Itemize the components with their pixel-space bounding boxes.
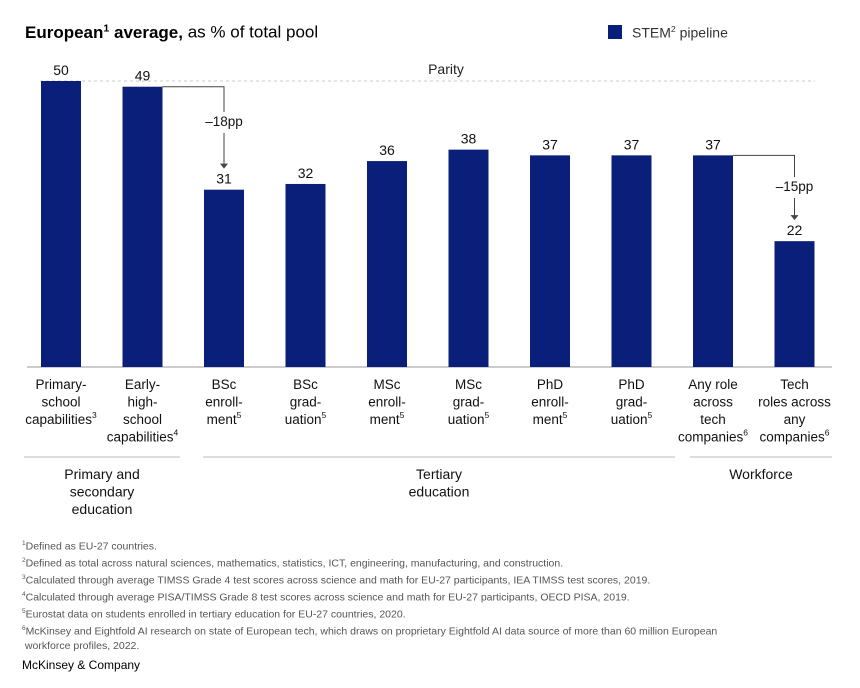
category-label-2: BSc enroll-ment5 <box>205 377 243 427</box>
bar-value-3: 32 <box>298 165 314 181</box>
bar-4 <box>367 161 407 367</box>
bar-chart: Parity 50 49 31 32 36 38 37 37 37 22 Primary-school… <box>24 61 832 517</box>
legend-label: STEM2 pipeline <box>632 24 728 41</box>
footnote-6: 6McKinsey and Eightfold AI research on s… <box>22 625 718 652</box>
group-label-0: Primary and secondary education <box>64 466 139 517</box>
bar-value-7: 37 <box>624 136 640 152</box>
annotation-line-0 <box>162 86 225 112</box>
bar-7 <box>611 155 652 367</box>
footnote-1: 1Defined as EU-27 countries. <box>22 540 157 553</box>
bar-value-1: 49 <box>135 68 151 84</box>
category-label-4: MSc enroll-ment5 <box>368 377 406 427</box>
bar-value-4: 36 <box>379 142 395 158</box>
legend: STEM2 pipeline <box>608 24 728 41</box>
bar-value-5: 38 <box>461 131 477 147</box>
group-label-2: Workforce <box>729 466 793 482</box>
legend-swatch <box>608 25 622 40</box>
category-label-5: MSc grad-uation5 <box>448 377 490 427</box>
category-label-9: Tech roles across any companies6 <box>758 377 831 445</box>
bar-6 <box>530 155 570 367</box>
category-label-3: BSc grad-uation5 <box>285 377 327 427</box>
footnote-5: 5Eurostat data on students enrolled in t… <box>22 608 406 621</box>
category-label-7: PhD grad-uation5 <box>611 377 653 427</box>
annotation-label-0: –18pp <box>205 114 243 129</box>
category-label-6: PhD enroll-ment5 <box>531 377 569 427</box>
bar-8 <box>693 155 733 367</box>
parity-label: Parity <box>428 61 464 77</box>
category-label-0: Primary-school capabilities3 <box>25 377 97 427</box>
footnote-2: 2Defined as total across natural science… <box>22 557 564 570</box>
annotation-label-1: –15pp <box>776 179 814 194</box>
brand-logo: McKinsey & Company <box>22 658 141 672</box>
category-label-8: Any role across tech companies6 <box>678 377 748 445</box>
bar-value-0: 50 <box>53 62 69 78</box>
annotation-line-1 <box>733 154 795 177</box>
footnote-3: 3Calculated through average TIMSS Grade … <box>22 574 651 587</box>
bar-9 <box>774 241 815 367</box>
bar-0 <box>41 81 81 367</box>
group-label-1: Tertiary education <box>409 466 470 500</box>
bar-3 <box>285 183 326 367</box>
annotation-arrowhead-0 <box>220 163 228 169</box>
bar-2 <box>204 189 244 367</box>
bar-value-8: 37 <box>705 136 721 152</box>
bar-value-6: 37 <box>542 136 558 152</box>
bar-value-9: 22 <box>787 222 803 238</box>
bar-5 <box>448 149 489 367</box>
footnote-4: 4Calculated through average PISA/TIMSS G… <box>22 591 630 604</box>
bar-1 <box>122 86 163 367</box>
category-label-1: Early-high-school capabilities4 <box>107 377 179 445</box>
annotation-arrowhead-1 <box>790 215 799 221</box>
bar-value-2: 31 <box>216 171 232 187</box>
footnotes: 1Defined as EU-27 countries. 2Defined as … <box>22 537 812 653</box>
chart-title: European1 average, as % of total pool <box>25 22 319 42</box>
